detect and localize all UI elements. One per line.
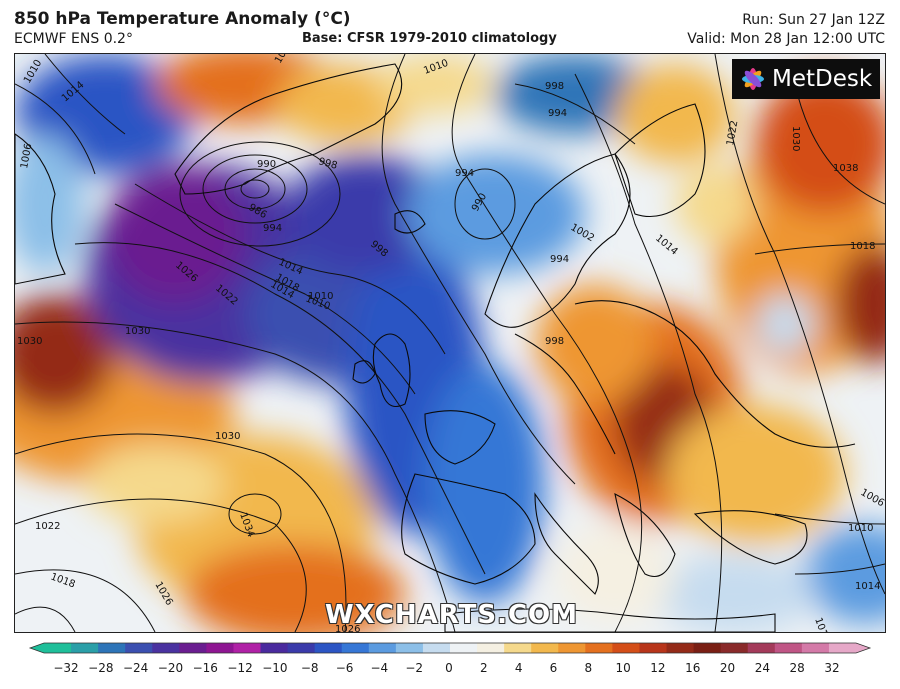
legend-color-swatch <box>368 643 397 653</box>
legend-color-swatch <box>558 643 586 653</box>
isobar-label: 998 <box>545 81 564 92</box>
isobar-label: 1026 <box>335 624 360 632</box>
legend-color-swatch <box>693 643 722 653</box>
isobar-label: 1006 <box>19 143 34 170</box>
legend-color-swatch <box>639 643 668 653</box>
legend-color-swatch <box>666 643 695 653</box>
metdesk-logo-text: MetDesk <box>772 66 873 92</box>
metdesk-logo-icon <box>742 68 764 90</box>
legend-color-swatch <box>287 643 316 653</box>
legend-color-swatch <box>395 643 424 653</box>
legend-color-swatch <box>179 643 207 653</box>
color-scale-legend: −32 −28 −24 −20 −16 −12 −10 −8 −6 −4 −2 0 2 4 6 8 10 12 16… <box>26 640 874 684</box>
isobar-lines <box>15 54 885 632</box>
isobar-label: 1022 <box>35 521 60 532</box>
legend-color-swatch <box>98 643 126 653</box>
legend-tick-label: 2 <box>480 661 488 675</box>
legend-tick-label: −16 <box>193 661 218 675</box>
isobar-label: 998 <box>545 336 564 347</box>
legend-color-swatch <box>341 643 370 653</box>
legend-low-extension-arrow <box>30 643 44 653</box>
legend-color-swatch <box>233 643 262 653</box>
legend-tick-label: −6 <box>336 661 354 675</box>
legend-tick-label: −2 <box>405 661 423 675</box>
isobar-label: 1010 <box>848 523 873 534</box>
legend-tick-label: −4 <box>371 661 389 675</box>
legend-color-swatch <box>260 643 289 653</box>
map-canvas: 1010101410061006101099098699499899810101… <box>15 54 885 632</box>
isobar-label: 1030 <box>17 336 42 347</box>
legend-tick-label: −8 <box>301 661 319 675</box>
isobar-label: 994 <box>548 108 567 119</box>
color-scale-bar: −32 −28 −24 −20 −16 −12 −10 −8 −6 −4 −2 0 2 4 6 8 10 12 16… <box>28 642 872 675</box>
legend-tick-label: −24 <box>123 661 148 675</box>
temperature-anomaly-field <box>15 54 885 632</box>
climatology-base-label: Base: CFSR 1979-2010 climatology <box>302 31 557 46</box>
legend-color-swatch <box>152 643 180 653</box>
legend-color-swatch <box>801 643 830 653</box>
legend-tick-label: 24 <box>755 661 770 675</box>
isobar-label: 1014 <box>855 581 880 592</box>
isobar-label: 1010 <box>308 291 333 302</box>
legend-color-swatch <box>720 643 749 653</box>
legend-tick-label: −10 <box>262 661 287 675</box>
anomaly-map: 1010101410061006101099098699499899810101… <box>14 53 886 633</box>
run-time-label: Run: Sun 27 Jan 12Z <box>742 12 885 28</box>
valid-time-label: Valid: Mon 28 Jan 12:00 UTC <box>687 31 885 47</box>
legend-color-swatch <box>612 643 641 653</box>
legend-tick-label: 32 <box>824 661 839 675</box>
model-label: ECMWF ENS 0.2° <box>14 31 133 47</box>
legend-color-swatch <box>125 643 153 653</box>
legend-tick-label: 4 <box>515 661 523 675</box>
legend-frame <box>28 642 872 654</box>
isobar-label: 1030 <box>125 326 150 337</box>
isobar-label: 1006 <box>273 54 295 66</box>
legend-tick-label: −28 <box>88 661 113 675</box>
legend-tick-label: 16 <box>685 661 700 675</box>
chart-title: 850 hPa Temperature Anomaly (°C) <box>14 9 351 29</box>
legend-color-swatch <box>450 643 478 653</box>
legend-tick-label: 10 <box>615 661 630 675</box>
legend-color-swatch <box>747 643 776 653</box>
isobar-label: 994 <box>455 168 474 179</box>
legend-tick-label: 12 <box>650 661 665 675</box>
isobar-label: 1030 <box>215 431 240 442</box>
coastlines <box>15 63 856 632</box>
legend-color-swatch <box>477 643 505 653</box>
legend-tick-label: −32 <box>53 661 78 675</box>
legend-high-extension-arrow <box>856 643 870 653</box>
isobar-label: 1030 <box>790 126 801 151</box>
legend-color-swatch <box>422 643 451 653</box>
metdesk-logo: MetDesk <box>732 59 880 99</box>
legend-tick-label: 28 <box>790 661 805 675</box>
legend-color-swatch <box>44 643 72 653</box>
legend-color-swatch <box>504 643 532 653</box>
legend-color-swatch <box>314 643 343 653</box>
legend-color-swatch <box>828 643 857 653</box>
isobar-label: 1022 <box>725 120 740 147</box>
isobar-label: 994 <box>550 254 569 265</box>
legend-color-swatch <box>774 643 803 653</box>
legend-tick-label: −20 <box>158 661 183 675</box>
isobar-label: 990 <box>257 159 276 170</box>
legend-tick-label: 20 <box>720 661 735 675</box>
isobar-label: 1038 <box>833 163 858 174</box>
legend-color-swatch <box>206 643 235 653</box>
legend-tick-label: 8 <box>584 661 592 675</box>
legend-color-swatch <box>585 643 613 653</box>
legend-tick-label: 0 <box>445 661 453 675</box>
legend-color-swatch <box>71 643 99 653</box>
isobar-label: 1018 <box>850 241 875 252</box>
legend-tick-label: −12 <box>227 661 252 675</box>
wxcharts-watermark: WXCHARTS.COM <box>325 600 579 630</box>
isobar-label: 994 <box>263 223 282 234</box>
header: 850 hPa Temperature Anomaly (°C) ECMWF E… <box>0 0 900 52</box>
legend-color-swatch <box>531 643 559 653</box>
isobar-label: 998 <box>317 156 338 172</box>
legend-tick-label: 6 <box>550 661 558 675</box>
